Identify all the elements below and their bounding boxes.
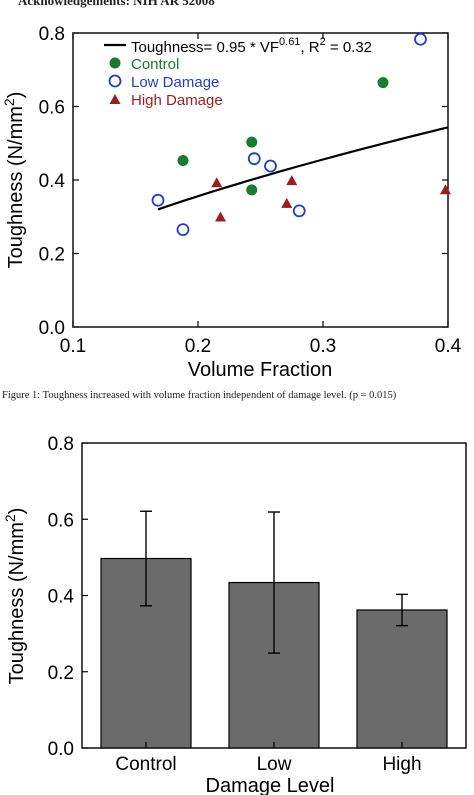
low-damage-point: [292, 204, 306, 218]
high-damage-point: [440, 184, 451, 195]
acknowledgements-text: Acknowledgements: NIH AR 52008: [18, 0, 215, 8]
low-damage-point: [264, 159, 277, 173]
scatter-chart: 0.0 0.2 0.4 0.6 0.8 0.1 0.2 0.3 0.4 Toughness (…: [1, 24, 462, 381]
high-damage-point: [211, 177, 223, 188]
low-damage-point: [176, 223, 190, 237]
bar-y-ticks: 0.0 0.2 0.4 0.6 0.8: [48, 434, 88, 760]
scatter-y-tick-label: 0.6: [39, 98, 65, 119]
bar-category-label-high: High: [382, 754, 421, 775]
scatter-x-tick-label: 0.3: [310, 336, 336, 357]
bar-y-axis-label: Toughness (N/mm2): [2, 508, 28, 685]
legend-control-label: Control: [131, 56, 179, 73]
bar-x-axis-label: Damage Level: [206, 775, 335, 795]
scatter-x-axis-label: Volume Fraction: [188, 359, 333, 381]
legend-high-damage-marker: [109, 94, 121, 104]
scatter-y-ticks: 0.0 0.2 0.4 0.6 0.8: [39, 24, 448, 339]
bar-y-tick-label: 0.4: [48, 587, 75, 608]
bar-high: [356, 609, 448, 749]
scatter-plot-frame: [72, 32, 449, 328]
scatter-x-tick-label: 0.4: [435, 336, 462, 357]
legend-fit-label: Toughness= 0.95 * VF0.61, R2 = 0.32: [131, 36, 372, 56]
scatter-y-axis-label: Toughness (N/mm2): [1, 92, 27, 269]
control-point: [377, 77, 389, 89]
scatter-x-ticks: 0.1 0.2 0.3 0.4: [60, 33, 462, 357]
control-point: [246, 184, 258, 196]
bar-y-tick-label: 0.2: [48, 663, 74, 684]
figure1-caption: Figure 1: Toughness increased with volum…: [2, 390, 397, 401]
high-damage-point: [286, 175, 298, 186]
scatter-y-tick-label: 0.2: [39, 245, 65, 266]
bar-chart: 0.0 0.2 0.4 0.6 0.8 Control Low High Toughness…: [2, 434, 467, 795]
low-damage-point: [414, 32, 427, 46]
control-point: [177, 155, 189, 167]
bar-y-tick-label: 0.8: [48, 434, 74, 455]
scatter-x-tick-label: 0.1: [60, 336, 86, 357]
control-point: [246, 136, 258, 148]
scatter-y-tick-label: 0.4: [39, 171, 66, 192]
legend-high-damage-label: High Damage: [131, 92, 223, 109]
scatter-x-tick-label: 0.2: [185, 336, 211, 357]
bar-category-label-low: Low: [257, 754, 292, 775]
bar-y-tick-label: 0.0: [48, 739, 74, 760]
scatter-points: [151, 32, 451, 237]
scatter-legend: Toughness= 0.95 * VF0.61, R2 = 0.32 Cont…: [104, 36, 372, 109]
high-damage-point: [215, 211, 226, 222]
fit-line-group: [157, 126, 449, 211]
legend-low-damage-label: Low Damage: [131, 74, 219, 91]
legend-low-damage-marker: [108, 74, 122, 88]
scatter-y-tick-label: 0.8: [39, 24, 65, 45]
bar-category-label-control: Control: [115, 754, 176, 775]
fit-line: [157, 126, 449, 211]
bar-y-tick-label: 0.6: [48, 510, 74, 531]
bars: [100, 510, 448, 749]
low-damage-point: [151, 193, 165, 207]
high-damage-point: [281, 197, 293, 208]
scatter-y-tick-label: 0.0: [39, 318, 65, 339]
legend-control-marker: [109, 57, 121, 69]
low-damage-point: [247, 152, 261, 166]
bar-category-labels: Control Low High: [115, 742, 422, 775]
